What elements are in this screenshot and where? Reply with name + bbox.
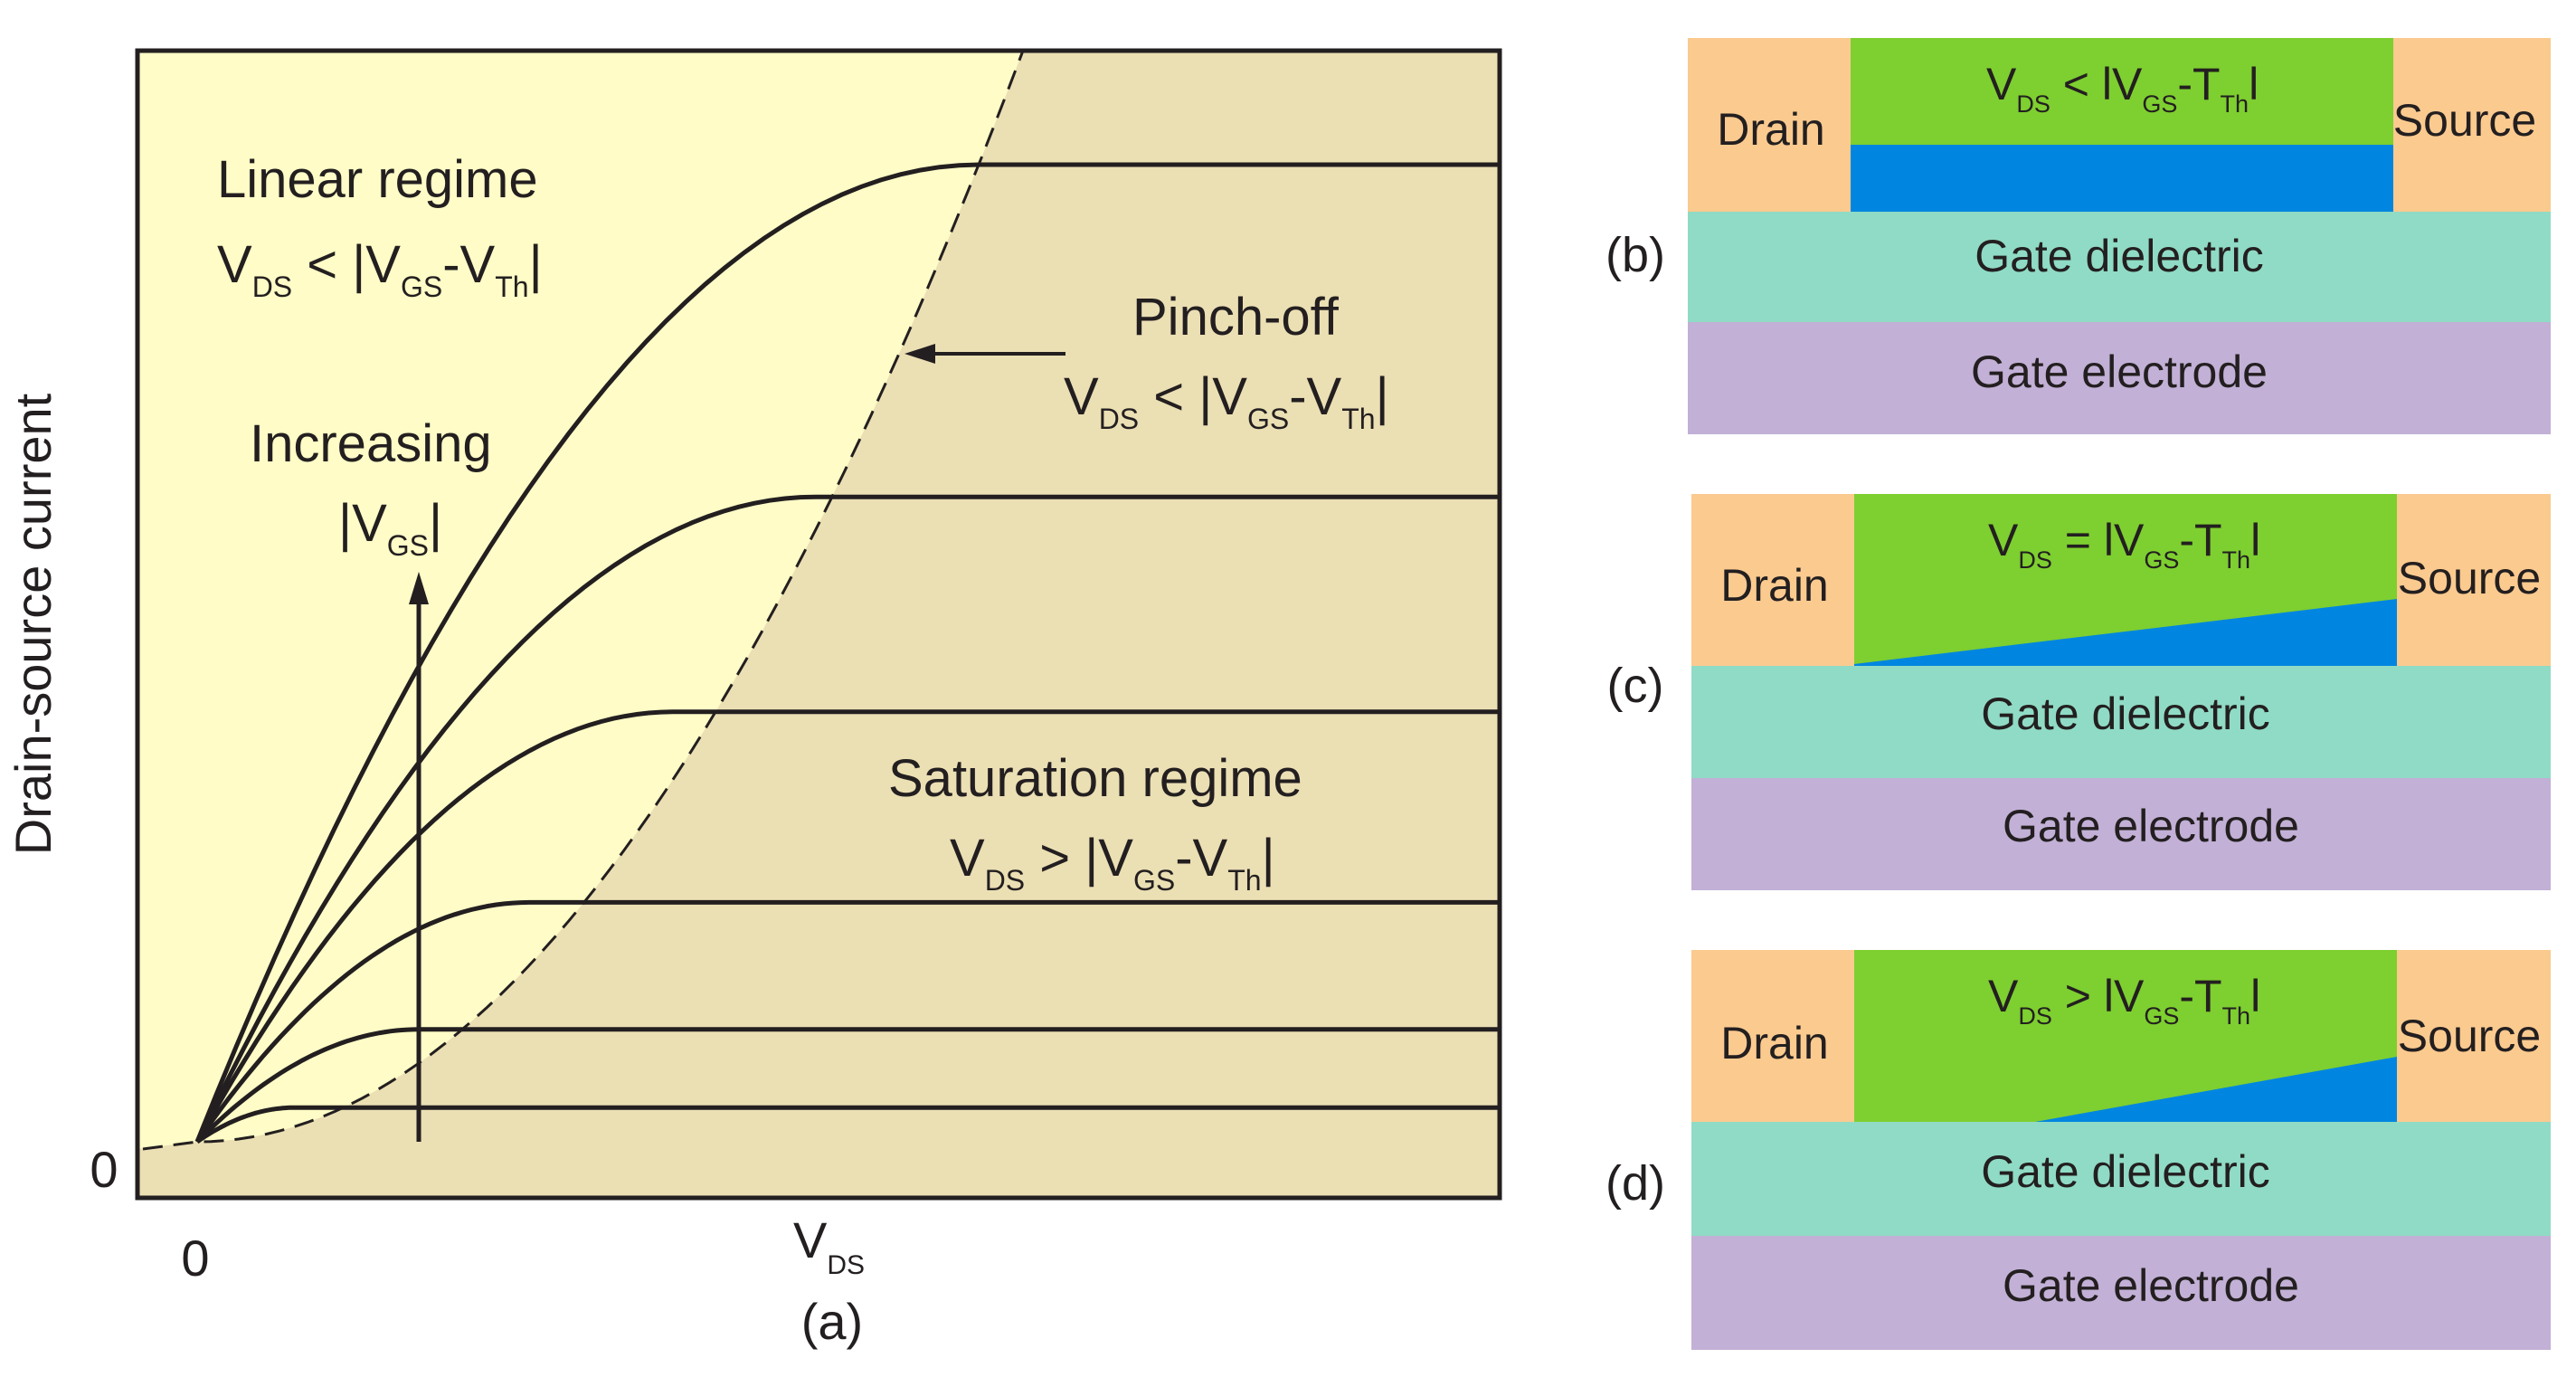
conducting-channel (2035, 1057, 2397, 1122)
x-origin-label: 0 (181, 1230, 209, 1287)
x-axis-label: VDS (793, 1211, 865, 1280)
output-curve-3 (194, 899, 1500, 1144)
iv-characteristics-panel: Drain-source current 0 0 VDS (a) Linear … (5, 48, 1502, 1350)
gate-electrode-layer (1691, 778, 2551, 890)
drain-contact (1691, 494, 1854, 666)
gate-electrode-layer (1691, 1236, 2551, 1350)
pinch-off-title: Pinch-off (1132, 288, 1340, 347)
y-axis-label: Drain-source current (5, 393, 62, 855)
panel-label-c: (c) (1607, 659, 1664, 713)
gate-dielectric-layer (1691, 666, 2551, 778)
gate-electrode-label: Gate electrode (1971, 347, 2268, 397)
output-curve-4 (194, 709, 1500, 1144)
conducting-channel (1854, 599, 2397, 666)
output-curve-2 (195, 1027, 1500, 1144)
gate-dielectric-layer (1691, 1122, 2551, 1236)
output-curves (194, 162, 1500, 1144)
pinch-off-condition: VDS < |VGS-VTh| (1064, 367, 1389, 435)
increasing-vgs-symbol: |VGS| (338, 494, 442, 562)
channel-condition-label: VDS = lVGS-TThl (1988, 515, 2260, 574)
gate-electrode-label: Gate electrode (2003, 1260, 2299, 1311)
device-panel-c: Drain Source Gate dielectric Gate electr… (1607, 494, 2551, 890)
increasing-vgs-arrowhead (409, 572, 429, 604)
saturation-regime-title: Saturation regime (888, 749, 1302, 808)
source-contact (2397, 494, 2551, 666)
panel-label-d: (d) (1605, 1156, 1665, 1211)
panel-label-b: (b) (1605, 228, 1665, 282)
device-panel-d: Drain Source Gate dielectric Gate electr… (1605, 950, 2551, 1350)
source-label: Source (2398, 1011, 2541, 1061)
y-origin-label: 0 (90, 1141, 118, 1198)
gate-dielectric-layer (1688, 212, 2551, 322)
saturation-region-background (137, 51, 1500, 1198)
drain-label: Drain (1717, 104, 1824, 155)
saturation-regime-condition: VDS > |VGS-VTh| (950, 829, 1275, 897)
drain-label: Drain (1720, 1018, 1828, 1068)
channel-condition-label: VDS > lVGS-TThl (1988, 971, 2260, 1030)
source-contact (2393, 38, 2551, 212)
drain-contact (1688, 38, 1851, 212)
pinch-off-arrowhead (904, 344, 935, 364)
increasing-vgs-label: Increasing (250, 414, 492, 473)
source-contact (2397, 950, 2551, 1122)
linear-regime-title: Linear regime (217, 150, 538, 209)
gate-dielectric-label: Gate dielectric (1981, 1146, 2270, 1197)
drain-label: Drain (1720, 560, 1828, 611)
panel-label-a: (a) (801, 1293, 863, 1350)
output-curve-5 (194, 494, 1500, 1144)
gate-dielectric-label: Gate dielectric (1981, 688, 2270, 739)
linear-regime-condition: VDS < |VGS-VTh| (217, 235, 543, 303)
gate-dielectric-label: Gate dielectric (1975, 231, 2264, 281)
source-label: Source (2398, 553, 2541, 603)
channel-condition-label: VDS < lVGS-TThl (1986, 59, 2259, 118)
gate-electrode-label: Gate electrode (2003, 801, 2299, 851)
gate-electrode-layer (1688, 322, 2551, 434)
device-panel-b: Drain Source Gate dielectric Gate electr… (1605, 38, 2551, 434)
source-label: Source (2393, 95, 2536, 146)
pinch-off-boundary-curve (142, 50, 1025, 1151)
output-curve-1 (195, 1105, 1500, 1144)
drain-contact (1691, 950, 1854, 1122)
plot-frame (135, 48, 1502, 1201)
conducting-channel (1851, 145, 2393, 212)
output-curve-6 (194, 162, 1500, 1143)
